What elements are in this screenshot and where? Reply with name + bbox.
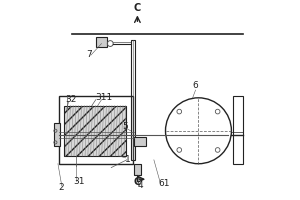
Text: 6: 6 [193, 81, 198, 90]
Text: 311: 311 [96, 93, 113, 102]
Bar [233, 96, 243, 164]
Bar [96, 37, 107, 47]
Text: 4: 4 [137, 181, 143, 190]
Bar [64, 106, 126, 156]
Bar [54, 123, 60, 146]
Text: C: C [134, 177, 141, 187]
Text: 5: 5 [122, 122, 128, 131]
Bar [130, 40, 136, 160]
Bar [134, 164, 141, 175]
Text: 61: 61 [159, 179, 170, 188]
Text: 32: 32 [66, 95, 77, 104]
Text: 1: 1 [125, 155, 130, 164]
Text: C: C [134, 3, 141, 13]
Bar [134, 137, 146, 146]
Text: 31: 31 [74, 177, 85, 186]
Text: 7: 7 [86, 50, 92, 59]
Bar [59, 96, 133, 164]
Text: 2: 2 [58, 183, 64, 192]
